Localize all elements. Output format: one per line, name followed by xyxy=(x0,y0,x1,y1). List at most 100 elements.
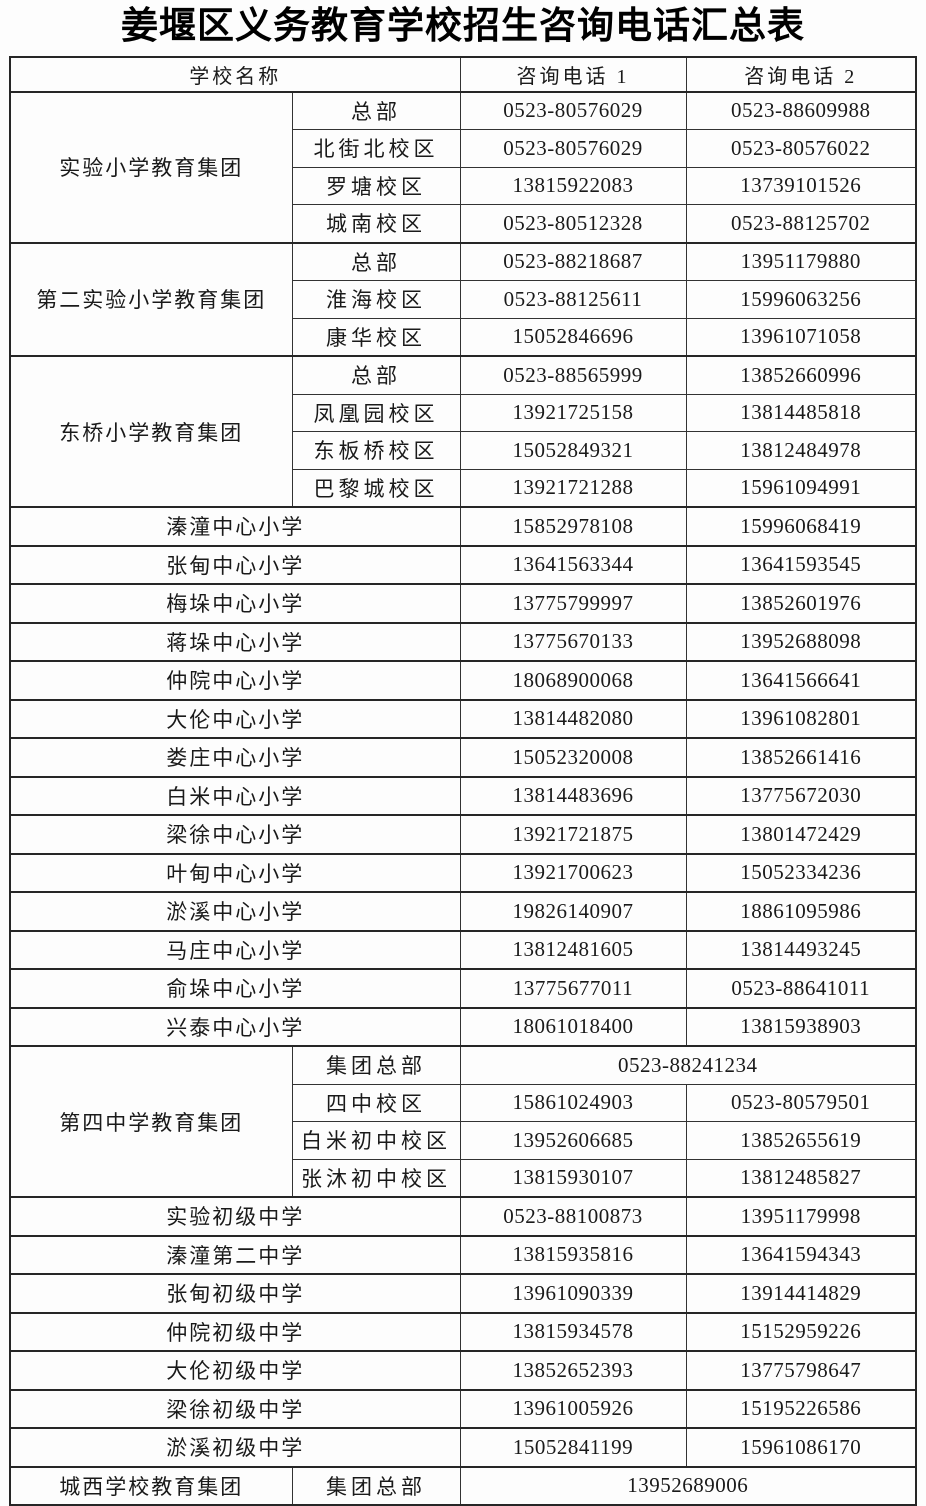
campus-name: 罗塘校区 xyxy=(291,166,461,206)
table-row: 俞垛中心小学 13775677011 0523-88641011 xyxy=(9,968,917,1009)
school-group-name: 实验小学教育集团 xyxy=(9,90,293,244)
phone-1: 13775799997 xyxy=(459,583,687,624)
school-name: 娄庄中心小学 xyxy=(9,737,461,778)
header-school-name: 学校名称 xyxy=(9,56,461,93)
phone-1: 0523-88565999 xyxy=(459,355,687,395)
phone-2: 13852655619 xyxy=(685,1121,917,1160)
school-name: 叶甸中心小学 xyxy=(9,852,461,893)
phone-1: 13815934578 xyxy=(459,1311,687,1352)
phone-2: 13951179998 xyxy=(685,1196,917,1237)
phone-2: 15996063256 xyxy=(685,280,917,319)
phone-1: 13961005926 xyxy=(459,1388,687,1429)
table-row: 淤溪初级中学 15052841199 15961086170 xyxy=(9,1427,917,1468)
phone-1: 13812481605 xyxy=(459,929,687,970)
table-row: 梁徐初级中学 13961005926 15195226586 xyxy=(9,1388,917,1429)
phone-1: 0523-88218687 xyxy=(459,241,687,282)
table-row: 溱潼中心小学 15852978108 15996068419 xyxy=(9,506,917,547)
phone-2: 0523-88641011 xyxy=(685,968,917,1009)
phone-2: 13641566641 xyxy=(685,660,917,701)
table-row: 四中校区 15861024903 0523-80579501 xyxy=(10,1083,917,1123)
phone-1: 18068900068 xyxy=(459,660,687,701)
phone-1: 13921721288 xyxy=(459,468,687,508)
phone-1: 13815922083 xyxy=(459,166,687,206)
phone-2: 13852661416 xyxy=(685,737,917,778)
table-row: 第四中学教育集团 集团总部 0523-88241234 xyxy=(9,1045,917,1198)
phone-1: 13921725158 xyxy=(459,393,687,433)
phone-2: 13852660996 xyxy=(685,355,917,395)
phone-1: 13961090339 xyxy=(459,1273,687,1314)
table-row: 梁徐中心小学 13921721875 13801472429 xyxy=(9,814,917,855)
school-group-name: 第二实验小学教育集团 xyxy=(9,241,293,357)
phone-1: 13775670133 xyxy=(459,621,687,662)
phone-table-body: 实验小学教育集团 总部 0523-80576029 0523-88609988 北街北校… xyxy=(9,90,917,1506)
phone-1: 13921700623 xyxy=(459,852,687,893)
phone-directory-table: 学校名称 咨询电话 1 咨询电话 2 实验小学教育集团 总部 0523-805760… xyxy=(9,55,917,1506)
school-name: 梁徐中心小学 xyxy=(9,814,461,855)
school-name: 溱潼第二中学 xyxy=(9,1234,461,1275)
table-row: 张甸初级中学 13961090339 13914414829 xyxy=(9,1273,917,1314)
table-row: 大伦初级中学 13852652393 13775798647 xyxy=(9,1350,917,1391)
phone-2: 13739101526 xyxy=(685,166,917,206)
phone-1: 13952606685 xyxy=(459,1121,687,1160)
phone-1: 15052846696 xyxy=(459,317,687,357)
table-row: 梅垛中心小学 13775799997 13852601976 xyxy=(9,583,917,624)
school-group-name: 东桥小学教育集团 xyxy=(9,355,293,508)
phone-2: 0523-88125702 xyxy=(685,204,917,244)
table-row: 大伦中心小学 13814482080 13961082801 xyxy=(9,698,917,739)
phone-1: 13641563344 xyxy=(459,544,687,585)
school-name: 张甸初级中学 xyxy=(9,1273,461,1314)
campus-name: 集团总部 xyxy=(291,1465,461,1506)
phone-1: 15861024903 xyxy=(459,1083,687,1123)
phone-2: 0523-88609988 xyxy=(685,90,917,131)
phone-1: 0523-88125611 xyxy=(459,280,687,319)
table-header: 学校名称 咨询电话 1 咨询电话 2 xyxy=(9,56,917,93)
phone-1: 18061018400 xyxy=(459,1006,687,1047)
phone-2: 13801472429 xyxy=(685,814,917,855)
school-name: 大伦初级中学 xyxy=(9,1350,461,1391)
phone-2: 13641594343 xyxy=(685,1234,917,1275)
school-name: 实验初级中学 xyxy=(9,1196,461,1237)
school-name: 梅垛中心小学 xyxy=(9,583,461,624)
campus-name: 张沐初中校区 xyxy=(291,1158,461,1198)
phone-2: 0523-80576022 xyxy=(685,129,917,168)
campus-name: 白米初中校区 xyxy=(291,1121,461,1160)
phone-1: 0523-88100873 xyxy=(459,1196,687,1237)
table-row: 东板桥校区 15052849321 13812484978 xyxy=(10,431,917,470)
phone-1: 13852652393 xyxy=(459,1350,687,1391)
header-phone-1: 咨询电话 1 xyxy=(459,56,687,93)
table-row: 实验小学教育集团 总部 0523-80576029 0523-88609988 xyxy=(9,90,917,244)
phone-1: 13952689006 xyxy=(459,1465,917,1506)
phone-2: 13961082801 xyxy=(685,698,917,739)
campus-name: 康华校区 xyxy=(291,317,461,357)
phone-1: 0523-80576029 xyxy=(459,90,687,131)
school-name: 俞垛中心小学 xyxy=(9,968,461,1009)
table-row: 东桥小学教育集团 总部 0523-88565999 13852660996 xyxy=(9,355,917,508)
school-name: 梁徐初级中学 xyxy=(9,1388,461,1429)
table-row: 仲院初级中学 13815934578 15152959226 xyxy=(9,1311,917,1352)
phone-2: 18861095986 xyxy=(685,891,917,932)
phone-2: 0523-80579501 xyxy=(685,1083,917,1123)
phone-2: 13775798647 xyxy=(685,1350,917,1391)
campus-name: 总部 xyxy=(291,355,461,395)
campus-name: 总部 xyxy=(291,241,461,282)
phone-2: 13641593545 xyxy=(685,544,917,585)
school-name: 兴泰中心小学 xyxy=(9,1006,461,1047)
table-row: 仲院中心小学 18068900068 13641566641 xyxy=(9,660,917,701)
phone-2: 13812484978 xyxy=(685,431,917,470)
school-name: 蒋垛中心小学 xyxy=(9,621,461,662)
phone-1: 13815930107 xyxy=(459,1158,687,1198)
table-row: 康华校区 15052846696 13961071058 xyxy=(10,317,917,357)
campus-name: 东板桥校区 xyxy=(291,431,461,470)
school-name: 马庄中心小学 xyxy=(9,929,461,970)
table-row: 淮海校区 0523-88125611 15996063256 xyxy=(10,280,917,319)
campus-name: 城南校区 xyxy=(291,204,461,244)
table-row: 白米中心小学 13814483696 13775672030 xyxy=(9,775,917,816)
phone-2: 13814485818 xyxy=(685,393,917,433)
phone-1: 0523-80576029 xyxy=(459,129,687,168)
phone-1: 0523-80512328 xyxy=(459,204,687,244)
phone-2: 15996068419 xyxy=(685,506,917,547)
table-row: 张沐初中校区 13815930107 13812485827 xyxy=(10,1158,917,1198)
table-row: 凤凰园校区 13921725158 13814485818 xyxy=(10,393,917,433)
phone-2: 13952688098 xyxy=(685,621,917,662)
header-row: 学校名称 咨询电话 1 咨询电话 2 xyxy=(9,56,917,93)
